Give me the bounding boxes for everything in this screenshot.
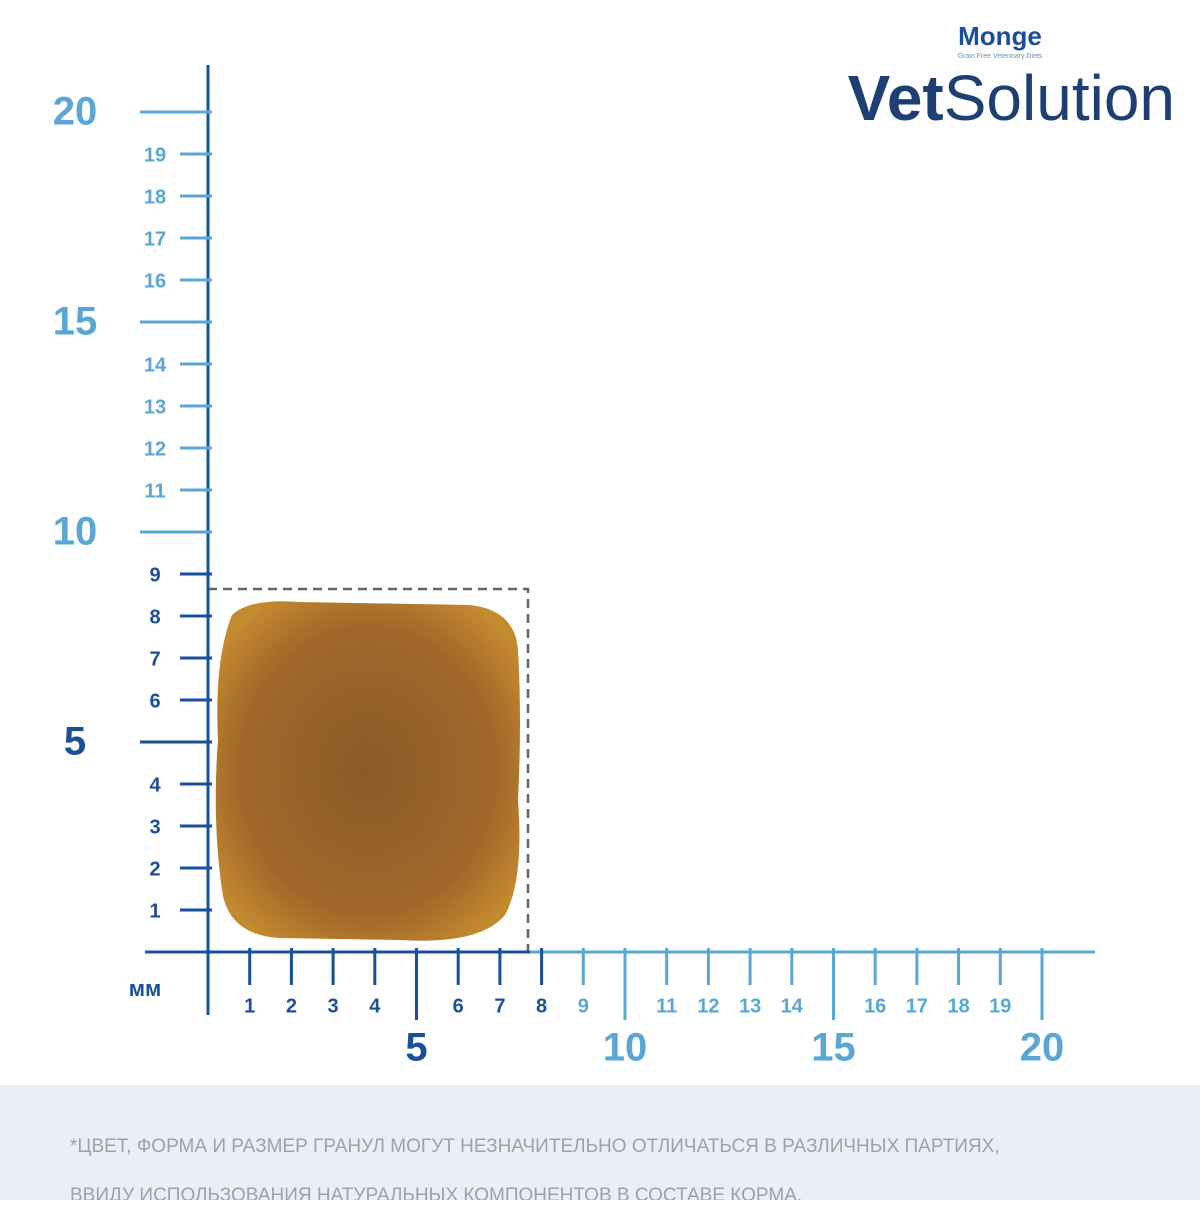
- y-tick-label: 19: [144, 144, 166, 166]
- disclaimer-line: *ЦВЕТ, ФОРМА И РАЗМЕР ГРАНУЛ МОГУТ НЕЗНА…: [70, 1136, 1000, 1157]
- footer-band: [0, 1085, 1200, 1200]
- unit-label: мм: [129, 976, 162, 1001]
- product-light: Solution: [944, 62, 1175, 134]
- y-tick-label: 2: [149, 858, 160, 880]
- x-tick-label: 11: [656, 995, 677, 1017]
- x-tick-label: 5: [405, 1026, 427, 1070]
- x-tick-label: 6: [453, 995, 464, 1017]
- x-tick-label: 19: [989, 995, 1011, 1017]
- product-name: VetSolution: [848, 62, 1175, 134]
- x-tick-label: 20: [1020, 1026, 1065, 1070]
- product-bold: Vet: [848, 62, 944, 134]
- x-tick-label: 10: [603, 1026, 648, 1070]
- kibble: [215, 601, 520, 941]
- x-tick-label: 13: [739, 995, 761, 1017]
- x-tick-label: 2: [286, 995, 297, 1017]
- x-tick-label: 9: [578, 995, 589, 1017]
- x-tick-label: 18: [947, 995, 969, 1017]
- y-tick-label: 14: [144, 354, 167, 376]
- brand-maker: Monge: [958, 21, 1042, 51]
- y-tick-label: 3: [149, 816, 160, 838]
- x-tick-label: 16: [864, 995, 886, 1017]
- y-tick-label: 16: [144, 270, 166, 292]
- y-tick-label: 6: [149, 690, 160, 712]
- x-tick-label: 12: [697, 995, 719, 1017]
- y-tick-label: 9: [149, 564, 160, 586]
- x-tick-label: 4: [369, 995, 381, 1017]
- y-tick-label: 13: [144, 396, 166, 418]
- y-tick-label: 20: [53, 90, 98, 134]
- y-tick-label: 11: [144, 480, 165, 502]
- x-tick-label: 14: [781, 995, 804, 1017]
- y-tick-label: 18: [144, 186, 166, 208]
- y-tick-label: 7: [149, 648, 160, 670]
- y-tick-label: 15: [53, 300, 98, 344]
- y-tick-label: 1: [149, 900, 160, 922]
- y-tick-label: 8: [149, 606, 160, 628]
- x-tick-label: 1: [244, 995, 255, 1017]
- y-tick-label: 10: [53, 510, 98, 554]
- y-tick-label: 12: [144, 438, 166, 460]
- x-tick-label: 17: [906, 995, 928, 1017]
- disclaimer-line: ВВИДУ ИСПОЛЬЗОВАНИЯ НАТУРАЛЬНЫХ КОМПОНЕН…: [70, 1185, 802, 1200]
- x-tick-label: 3: [328, 995, 339, 1017]
- y-tick-label: 5: [64, 720, 86, 764]
- y-tick-label: 4: [149, 774, 161, 796]
- x-tick-label: 7: [494, 995, 505, 1017]
- brand-tagline: Grain Free Veterinary Diets: [958, 53, 1043, 60]
- x-tick-label: 15: [811, 1026, 856, 1070]
- y-tick-label: 17: [144, 228, 166, 250]
- x-tick-label: 8: [536, 995, 547, 1017]
